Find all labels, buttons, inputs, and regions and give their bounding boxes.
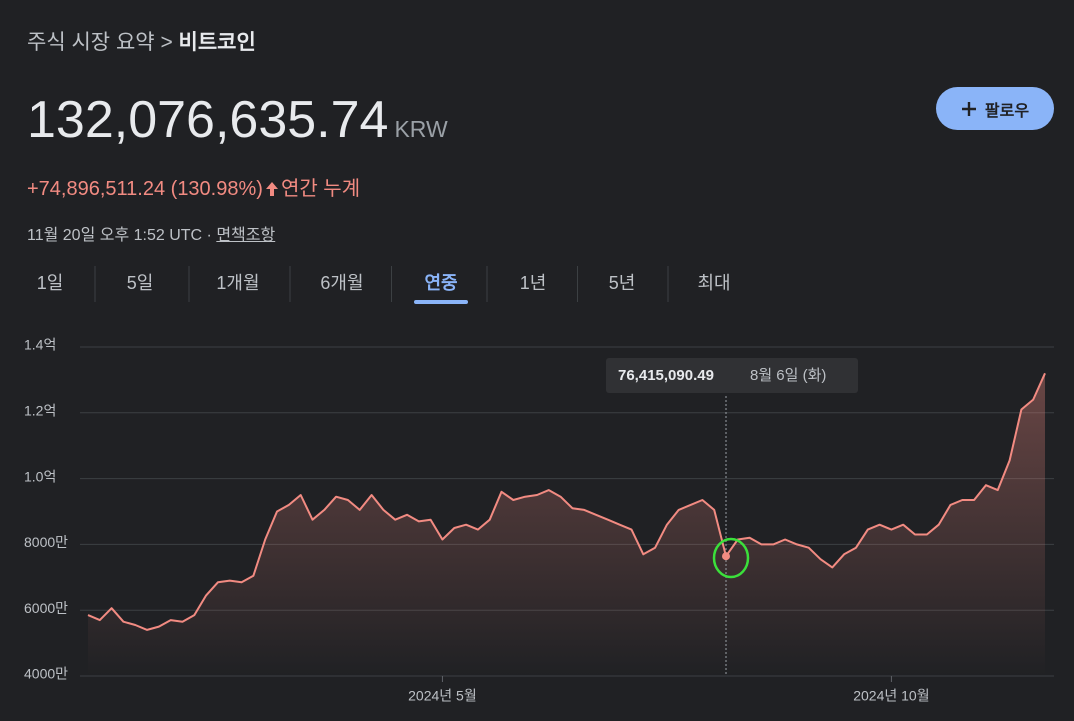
- plot: 4000만 6000만 8000만 1.0억 1.2억 1.4억 2024년 5월 2024년…: [24, 337, 1054, 704]
- price: 132,076,635.74 KRW: [27, 90, 448, 150]
- breadcrumb: 주식 시장 요약 > 비트코인: [27, 26, 256, 56]
- y-tick-label: 6000만: [24, 600, 68, 616]
- timestamp: 11월 20일 오후 1:52 UTC: [27, 227, 203, 244]
- breadcrumb-separator: >: [160, 31, 173, 54]
- disclaimer-link[interactable]: 면책조항: [216, 227, 276, 244]
- timestamp-row: 11월 20일 오후 1:52 UTC · 면책조항: [27, 221, 275, 245]
- tab[interactable]: 1년: [520, 273, 547, 293]
- follow-button[interactable]: 팔로우: [936, 87, 1054, 130]
- price-line: [87, 372, 1046, 631]
- x-tick-label: 2024년 5월: [408, 688, 477, 704]
- tab[interactable]: 1개월: [216, 273, 259, 293]
- tooltip-date: 8월 6일 (화): [750, 367, 826, 384]
- tab[interactable]: 최대: [697, 273, 730, 293]
- y-tick-label: 1.2억: [24, 403, 56, 419]
- x-tick-label: 2024년 10월: [853, 688, 929, 704]
- breadcrumb-parent[interactable]: 주식 시장 요약: [27, 31, 155, 54]
- tooltip-value: 76,415,090.49: [618, 367, 714, 384]
- y-tick-label: 1.0억: [24, 468, 56, 484]
- y-tick-label: 8000만: [24, 534, 68, 550]
- change-text: +74,896,511.24 (130.98%): [27, 178, 263, 200]
- tab[interactable]: 5일: [127, 273, 154, 293]
- tab-underline: [414, 300, 468, 304]
- hover-point: [722, 552, 730, 561]
- change-period: 연간 누계: [280, 178, 361, 200]
- tab[interactable]: 1일: [37, 273, 64, 293]
- plus-icon: [961, 101, 976, 116]
- dot: ·: [206, 227, 212, 244]
- y-tick-label: 1.4억: [24, 337, 56, 353]
- currency: KRW: [394, 116, 448, 142]
- tabs: 1일 5일 1개월 6개월 연중 1년 5년 최대: [37, 266, 731, 304]
- tab[interactable]: 5년: [609, 273, 636, 293]
- price-value: 132,076,635.74: [27, 91, 389, 149]
- breadcrumb-current: 비트코인: [178, 31, 256, 54]
- tab[interactable]: 6개월: [320, 273, 363, 293]
- follow-label: 팔로우: [984, 102, 1030, 120]
- tooltip-box: [606, 358, 858, 393]
- up-arrow: [265, 182, 278, 196]
- area-fill: [88, 373, 1045, 676]
- tab[interactable]: 연중: [424, 273, 457, 293]
- change: +74,896,511.24 (130.98%) 연간 누계: [27, 172, 360, 201]
- y-tick-label: 4000만: [24, 666, 68, 682]
- hand-drawn-circle: [712, 537, 750, 579]
